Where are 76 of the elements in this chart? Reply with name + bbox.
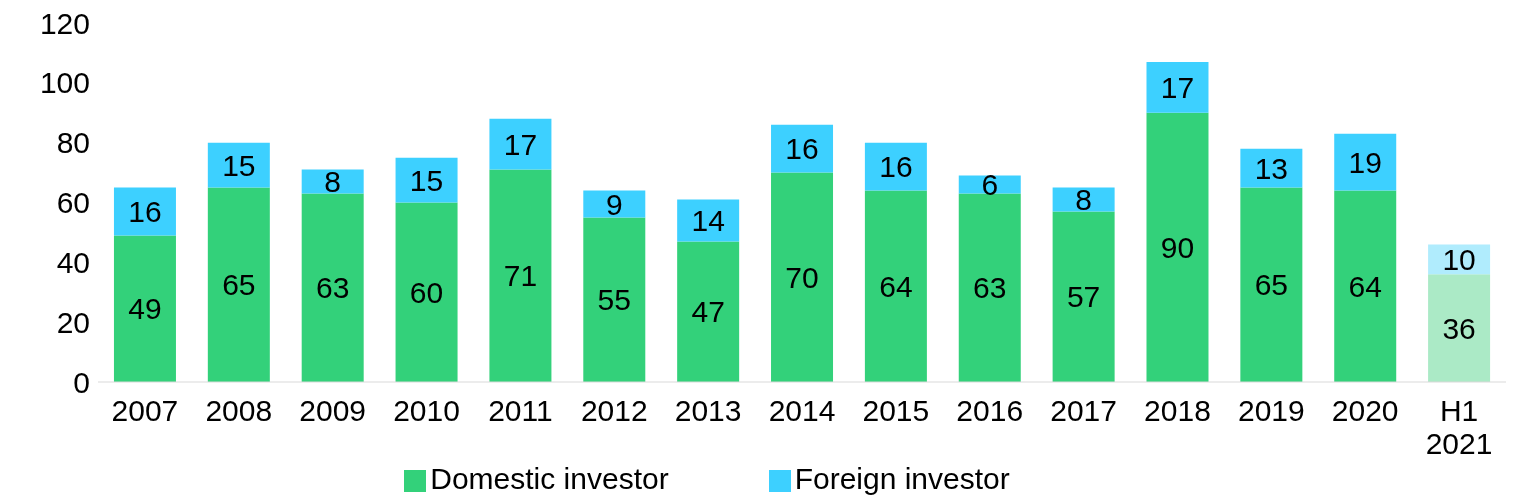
bar (301, 193, 364, 382)
y-tick-label: 0 (73, 365, 90, 399)
bar (1146, 61, 1209, 113)
y-tick-label: 20 (56, 305, 90, 339)
data-label: 13 (1254, 151, 1289, 185)
x-tick-label: 2008 (205, 394, 273, 427)
data-label: 16 (785, 132, 819, 166)
bar (113, 235, 176, 382)
data-label: 8 (1075, 183, 1092, 217)
legend-label: Domestic investor (430, 462, 669, 495)
data-label: 6 (981, 168, 999, 202)
bar (1334, 133, 1397, 191)
x-tick-label: 2012 (580, 394, 648, 427)
bar (583, 217, 646, 382)
data-label: 70 (785, 260, 819, 294)
bar (864, 190, 927, 382)
x-tick-label: 2016 (956, 394, 1024, 427)
data-label: 64 (879, 269, 913, 303)
data-label: 64 (1348, 269, 1382, 303)
x-tick-label: 2010 (393, 394, 460, 427)
data-label: 16 (128, 195, 162, 229)
x-tick-label: 2018 (1144, 394, 1211, 427)
bar (1240, 187, 1303, 382)
data-label: 16 (879, 150, 913, 184)
y-tick-label: 120 (39, 6, 90, 40)
bar (395, 202, 458, 382)
bar (207, 187, 270, 382)
data-label: 90 (1160, 231, 1195, 265)
bar (489, 118, 552, 170)
data-label: 47 (691, 295, 725, 329)
data-label: 19 (1348, 145, 1382, 179)
x-tick-label: 2019 (1237, 394, 1305, 427)
data-label: 8 (324, 165, 342, 199)
data-label: 15 (222, 148, 256, 182)
legend-label: Foreign investor (794, 462, 1010, 495)
data-label: 63 (973, 271, 1007, 305)
data-label: 63 (316, 271, 350, 305)
x-tick-label: H1 2021 (1425, 394, 1493, 460)
x-tick-label: 2009 (299, 394, 367, 427)
data-label: 17 (503, 127, 538, 161)
data-label: 14 (691, 204, 725, 238)
x-tick-label: 2020 (1331, 394, 1399, 427)
data-label: 17 (1160, 70, 1195, 104)
x-tick-label: 2015 (862, 394, 930, 427)
bar (1052, 211, 1115, 382)
bar (489, 169, 552, 382)
bar (677, 241, 740, 382)
bar (771, 124, 834, 173)
bar (207, 142, 270, 188)
data-label: 65 (1254, 268, 1289, 302)
bar (395, 157, 458, 203)
data-label: 36 (1442, 311, 1476, 345)
y-tick-label: 40 (56, 245, 90, 279)
bar (1334, 190, 1397, 382)
bar (958, 193, 1021, 382)
x-tick-label: 2011 (488, 394, 553, 427)
data-label: 9 (605, 187, 623, 221)
bar (1428, 274, 1491, 382)
data-label: 15 (409, 163, 444, 197)
x-tick-label: 2017 (1050, 394, 1117, 427)
x-tick-label: 2013 (674, 394, 742, 427)
bar (1146, 112, 1209, 382)
y-tick-label: 80 (56, 126, 90, 160)
y-tick-label: 100 (39, 66, 90, 100)
data-label: 49 (128, 292, 162, 326)
data-label: 55 (597, 283, 631, 317)
bar (771, 172, 834, 382)
y-tick-label: 60 (56, 186, 90, 220)
data-label: 60 (409, 275, 444, 309)
x-tick-label: 2007 (111, 394, 179, 427)
data-label: 57 (1066, 280, 1101, 314)
data-label: 71 (503, 259, 538, 293)
bar (864, 142, 927, 191)
x-tick-label: 2014 (768, 394, 836, 427)
data-label: 10 (1442, 242, 1476, 276)
data-label: 65 (222, 268, 256, 302)
